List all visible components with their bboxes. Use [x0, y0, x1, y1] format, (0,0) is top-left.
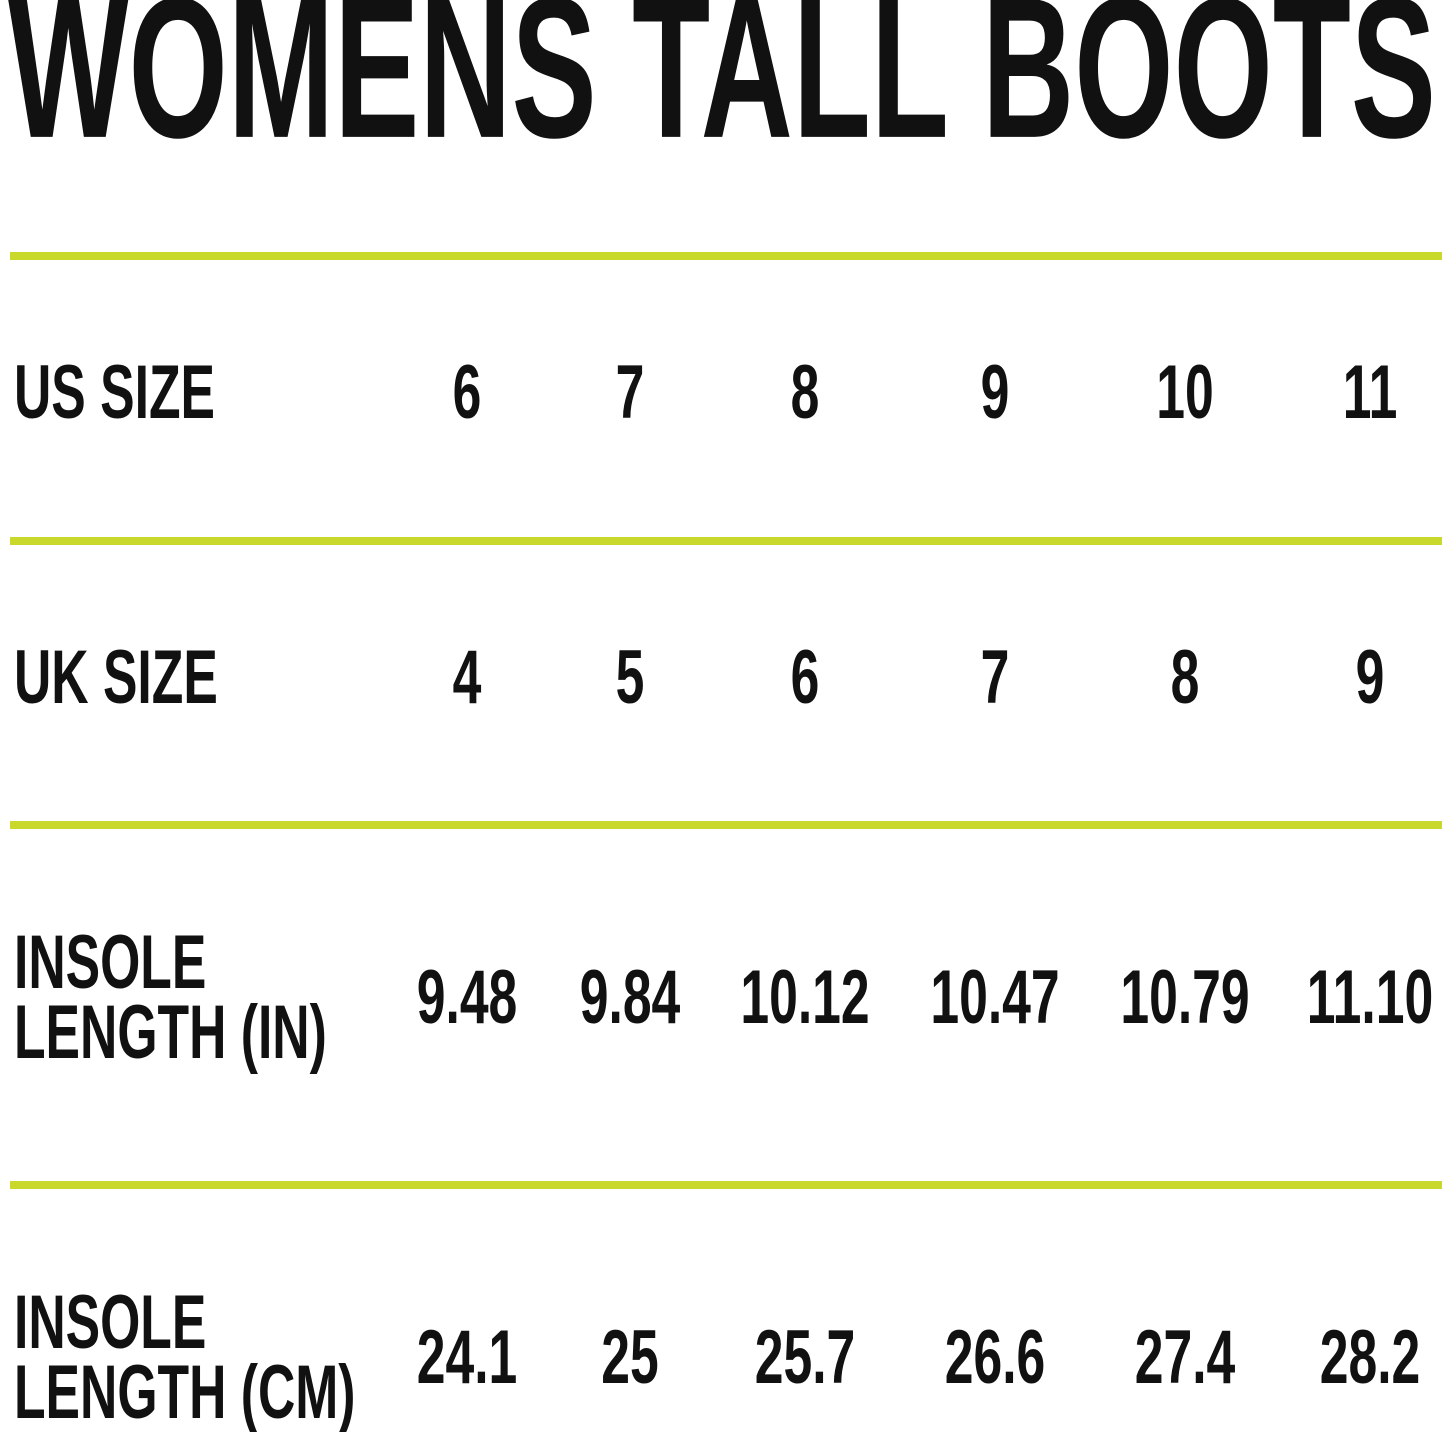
cell: 5: [616, 634, 645, 719]
cell: 27.4: [1135, 1314, 1236, 1399]
cell: 9: [1356, 634, 1385, 719]
cell: 8: [1171, 634, 1200, 719]
row-label: LENGTH (CM): [14, 1349, 356, 1432]
row-label: INSOLE: [14, 919, 206, 1004]
cell: 11.10: [1307, 954, 1433, 1039]
cell: 7: [981, 634, 1010, 719]
cell: 9.48: [417, 954, 518, 1039]
cell: 10.12: [740, 954, 869, 1039]
row-label: UK SIZE: [14, 634, 218, 719]
cell: 11: [1343, 349, 1398, 434]
row-label: INSOLE: [14, 1279, 206, 1364]
cell: 10: [1156, 349, 1213, 434]
cell: 26.6: [945, 1314, 1046, 1399]
row-label: US SIZE: [14, 349, 215, 434]
cell: 25: [601, 1314, 658, 1399]
cell: 25.7: [755, 1314, 856, 1399]
cell: 4: [453, 634, 482, 719]
cell: 28.2: [1320, 1314, 1421, 1399]
title: WOMENS TALL BOOTS: [8, 0, 1436, 180]
cell: 9: [981, 349, 1010, 434]
cell: 9.84: [580, 954, 681, 1039]
cell: 8: [791, 349, 820, 434]
cell: 7: [616, 349, 645, 434]
cell: 6: [453, 349, 482, 434]
cell: 10.47: [930, 954, 1059, 1039]
cell: 10.79: [1120, 954, 1249, 1039]
row-label: LENGTH (IN): [14, 989, 327, 1074]
cell: 24.1: [417, 1314, 518, 1399]
cell: 6: [791, 634, 820, 719]
